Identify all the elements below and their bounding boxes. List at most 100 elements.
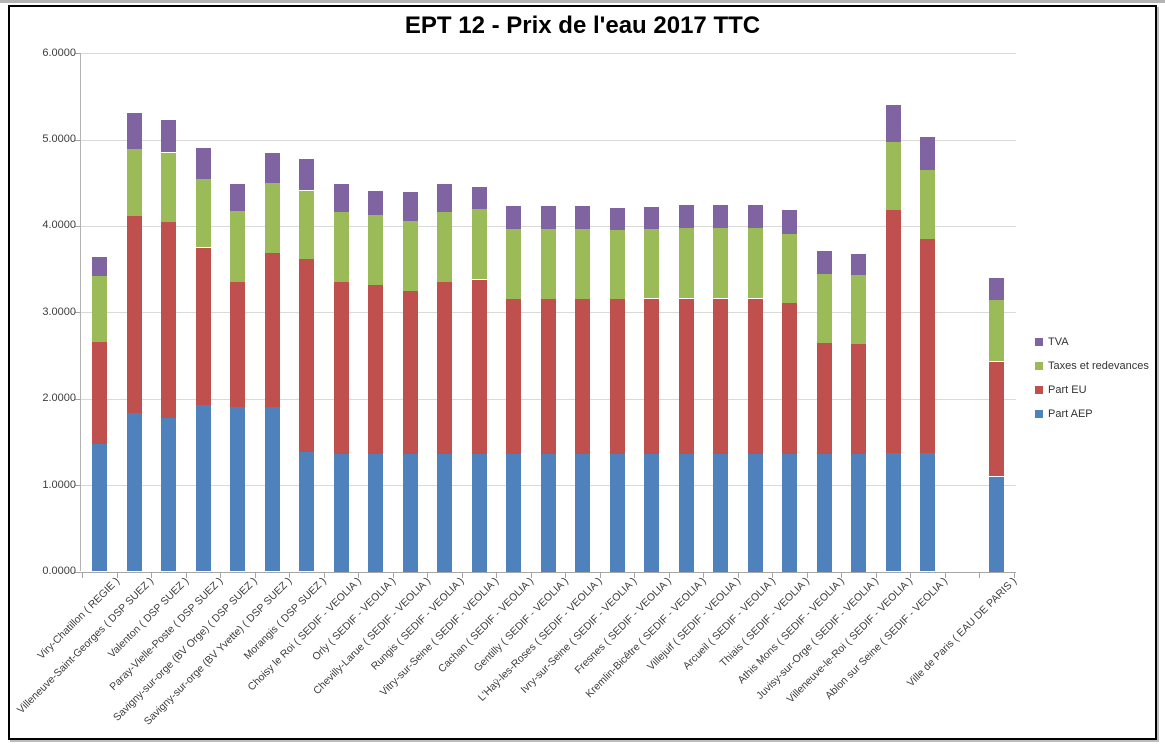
- y-axis-label: 4.0000: [42, 219, 76, 232]
- x-axis-tick: [185, 572, 187, 578]
- legend-label: Taxes et redevances: [1048, 360, 1149, 372]
- x-axis-tick: [151, 572, 153, 578]
- bar-segment: [816, 343, 832, 454]
- bar-segment: [678, 205, 694, 228]
- legend-label: TVA: [1048, 336, 1069, 348]
- x-axis-tick: [565, 572, 567, 578]
- y-axis-label: 5.0000: [42, 133, 76, 145]
- x-axis-tick: [289, 572, 291, 578]
- bar-segment: [471, 187, 487, 209]
- chart-border: [8, 5, 1157, 740]
- bar-segment: [678, 298, 694, 454]
- bar-segment: [713, 205, 728, 228]
- bar-segment: [299, 190, 314, 259]
- bar-segment: [195, 179, 211, 248]
- bar-segment: [299, 159, 314, 191]
- bar-segment: [299, 258, 314, 453]
- bar-segment: [92, 443, 107, 572]
- x-axis-tick: [979, 572, 981, 578]
- x-axis-tick: [806, 572, 808, 578]
- bar-segment: [402, 454, 418, 572]
- bar-segment: [540, 454, 556, 572]
- bar-segment: [609, 299, 625, 454]
- bar-segment: [782, 233, 797, 303]
- y-axis-line: [80, 53, 81, 572]
- bar-segment: [506, 298, 521, 454]
- legend-swatch: [1035, 338, 1043, 346]
- legend-swatch: [1035, 410, 1043, 418]
- bar-segment: [264, 153, 280, 183]
- bar-segment: [161, 417, 176, 572]
- bar-segment: [506, 454, 521, 572]
- bar-segment: [161, 221, 176, 418]
- bar-segment: [437, 454, 452, 572]
- bar-segment: [609, 207, 625, 231]
- bar-segment: [644, 206, 659, 230]
- y-axis-tick: [75, 225, 80, 227]
- bar-segment: [540, 228, 556, 299]
- bar-segment: [230, 282, 245, 408]
- bar-segment: [713, 454, 728, 572]
- x-axis-tick: [530, 572, 532, 578]
- bar-segment: [644, 298, 659, 454]
- bar-segment: [540, 206, 556, 229]
- legend-item: Part AEP: [1035, 406, 1093, 422]
- x-axis-labels: Viry-Chatillon ( REGIE ) Villeneuve-Saint…: [10, 0, 1155, 748]
- gridline: [80, 53, 1016, 55]
- bar-segment: [747, 454, 763, 572]
- x-axis-tick: [323, 572, 325, 578]
- bar-segment: [368, 214, 383, 285]
- bar-segment: [575, 228, 590, 299]
- bar-segment: [368, 190, 383, 215]
- bar-segment: [161, 119, 176, 153]
- y-axis-label: 1.0000: [42, 478, 76, 491]
- bar-segment: [713, 227, 728, 299]
- bar-segment: [851, 344, 866, 454]
- bar-segment: [471, 454, 487, 572]
- bar-segment: [575, 298, 590, 454]
- x-axis-tick: [841, 572, 843, 578]
- bar-segment: [333, 212, 349, 283]
- x-axis-label: Ville de Paris ( EAU DE PARIS ): [904, 575, 1019, 690]
- bar-segment: [920, 238, 935, 454]
- bar-segment: [333, 183, 349, 213]
- bar-segment: [989, 300, 1004, 362]
- bar-segment: [920, 169, 935, 239]
- bar-segment: [989, 277, 1004, 301]
- bar-segment: [126, 149, 142, 217]
- bar-segment: [678, 454, 694, 572]
- bar-segment: [368, 454, 383, 572]
- x-axis-tick: [668, 572, 670, 578]
- bar-segment: [92, 257, 107, 276]
- y-axis-tick: [75, 398, 80, 400]
- x-axis-tick: [772, 572, 774, 578]
- bar-segment: [437, 212, 452, 283]
- bar-segment: [230, 184, 245, 212]
- y-axis-tick: [75, 571, 80, 573]
- legend-item: Part EU: [1035, 382, 1087, 398]
- bar-segment: [230, 211, 245, 282]
- bar-segment: [402, 290, 418, 454]
- x-axis-tick: [703, 572, 705, 578]
- bar-segment: [92, 341, 107, 444]
- x-axis-tick: [82, 572, 84, 578]
- bar-segment: [920, 453, 935, 572]
- x-axis-tick: [1013, 572, 1015, 578]
- legend-item: Taxes et redevances: [1035, 358, 1149, 374]
- bar-segment: [885, 453, 901, 572]
- bar-segment: [126, 112, 142, 149]
- bar-segment: [747, 227, 763, 299]
- chart-title: EPT 12 - Prix de l'eau 2017 TTC: [404, 12, 761, 39]
- bar-segment: [782, 302, 797, 454]
- bar-segment: [264, 182, 280, 253]
- bar-segment: [816, 274, 832, 344]
- bar-segment: [885, 104, 901, 143]
- y-axis-label: 0.0000: [42, 565, 76, 577]
- bar-segment: [747, 205, 763, 228]
- bar-segment: [264, 252, 280, 408]
- x-axis-label: L'Haÿ-les-Roses ( SEDIF - VEOLIA ): [476, 575, 605, 704]
- bar-segment: [989, 476, 1004, 572]
- bar-segment: [195, 247, 211, 405]
- legend-swatch: [1035, 362, 1043, 370]
